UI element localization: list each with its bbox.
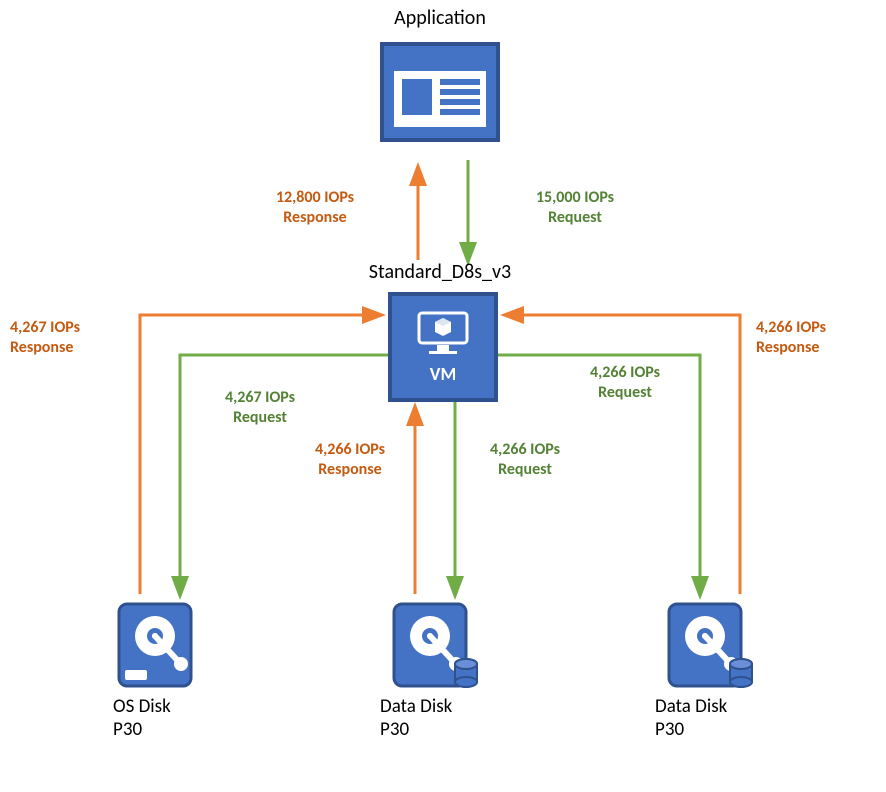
vm-title: Standard_D8s_v3 xyxy=(320,260,560,284)
flow-vm-to-os-request: 4,267 IOPsRequest xyxy=(190,388,330,428)
hdd-icon xyxy=(115,600,205,690)
flow-data1-to-vm-response: 4,266 IOPsResponse xyxy=(290,440,410,480)
flow-vm-to-app-response: 12,800 IOPsResponse xyxy=(230,188,400,228)
webpage-icon xyxy=(392,55,488,129)
data-disk-2-node xyxy=(665,600,755,695)
flow-app-to-vm-request: 15,000 IOPsRequest xyxy=(490,188,660,228)
flow-vm-to-data2-request: 4,266 IOPsRequest xyxy=(555,363,695,403)
flow-vm-to-data1-request: 4,266 IOPsRequest xyxy=(465,440,585,480)
data-disk-2-label: Data DiskP30 xyxy=(655,695,795,741)
data-disk-1-node xyxy=(390,600,480,695)
application-title: Application xyxy=(320,6,560,30)
vm-inner-label: VM xyxy=(430,363,456,385)
data-disk-1-label: Data DiskP30 xyxy=(380,695,520,741)
application-node xyxy=(380,42,500,142)
hdd-db-icon xyxy=(665,600,755,690)
os-disk-node xyxy=(115,600,205,695)
flow-data2-to-vm-response: 4,266 IOPsResponse xyxy=(756,318,876,358)
vm-node: VM xyxy=(388,292,498,402)
diagram-canvas: Application 12,800 IOPsResponse 15,000 I… xyxy=(0,0,886,792)
monitor-cube-icon xyxy=(415,309,471,357)
flow-os-to-vm-response: 4,267 IOPsResponse xyxy=(10,318,130,358)
hdd-db-icon xyxy=(390,600,480,690)
os-disk-label: OS DiskP30 xyxy=(113,695,233,741)
